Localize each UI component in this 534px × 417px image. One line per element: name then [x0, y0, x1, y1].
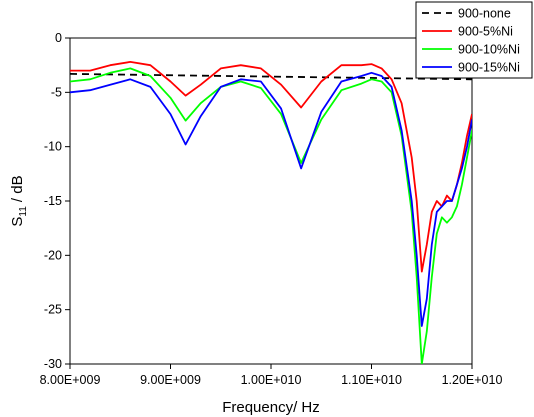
legend-box — [415, 1, 533, 79]
legend-label-1: 900-5%Ni — [458, 25, 513, 39]
series-layer — [70, 61, 472, 364]
x-tick-label-1: 9.00E+009 — [140, 373, 201, 387]
legend: 900-none 900-5%Ni 900-10%Ni 900-15%Ni — [415, 1, 533, 79]
y-axis-label-tail: / dB — [9, 175, 26, 206]
y-tick-label-0: 0 — [55, 31, 62, 45]
x-tick-label-4: 1.20E+010 — [442, 373, 503, 387]
x-tick-label-0: 8.00E+009 — [40, 373, 101, 387]
y-tick-label-2: -10 — [44, 140, 62, 154]
y-tick-label-1: -5 — [51, 85, 62, 99]
x-tick-label-2: 1.00E+010 — [241, 373, 302, 387]
legend-label-0: 900-none — [458, 7, 511, 21]
y-tick-label-3: -15 — [44, 194, 62, 208]
x-axis-label: Frequency/ Hz — [222, 399, 320, 416]
series-line-900-10-ni — [70, 67, 472, 364]
y-axis: 0 -5 -10 -15 -20 -25 -30 — [44, 31, 70, 371]
series-line-900-15-ni — [70, 71, 472, 327]
legend-label-2: 900-10%Ni — [458, 43, 520, 57]
y-tick-label-6: -30 — [44, 357, 62, 371]
y-axis-label-main: S — [9, 217, 26, 227]
y-tick-label-5: -25 — [44, 303, 62, 317]
series-line-900-5-ni — [70, 61, 472, 273]
x-axis: 8.00E+009 9.00E+009 1.00E+010 1.10E+010 1.20… — [40, 364, 503, 387]
y-tick-label-4: -20 — [44, 248, 62, 262]
y-axis-label-subscript: 11 — [18, 206, 29, 217]
legend-label-3: 900-15%Ni — [458, 61, 520, 75]
y-axis-label: S11 / dB — [9, 175, 29, 226]
x-tick-label-3: 1.10E+010 — [341, 373, 402, 387]
